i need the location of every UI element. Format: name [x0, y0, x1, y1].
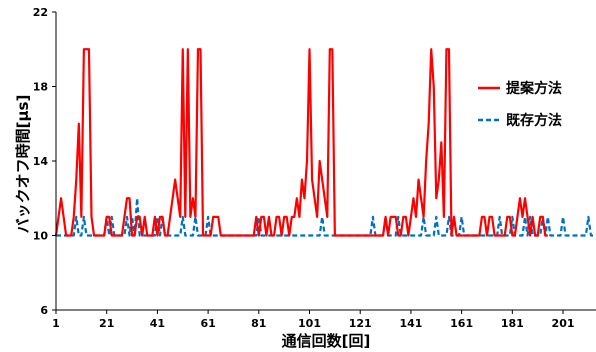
x-tick-label: 101 [298, 317, 321, 330]
legend-label: 既存方法 [506, 112, 562, 129]
x-axis-title: 通信回数[回] [282, 332, 371, 350]
axes-layer [52, 11, 596, 314]
x-tick-label: 201 [552, 317, 575, 330]
y-tick-label: 18 [33, 81, 48, 94]
series-proposed-line [54, 48, 548, 237]
x-tick-label: 181 [501, 317, 524, 330]
x-tick-label: 141 [399, 317, 422, 330]
legend-label: 提案方法 [506, 80, 562, 97]
y-tick-labels: 6 10 14 18 22 [33, 6, 49, 317]
x-tick-label: 21 [99, 317, 114, 330]
y-tick-label: 6 [40, 304, 48, 317]
series-existing-line [56, 197, 596, 237]
x-tick-label: 1 [52, 317, 60, 330]
y-tick-label: 10 [33, 230, 49, 243]
series-layer [54, 48, 596, 237]
x-tick-label: 61 [200, 317, 215, 330]
x-tick-label: 81 [251, 317, 266, 330]
y-tick-label: 14 [33, 155, 49, 168]
x-tick-labels: 1 21 41 61 81 101 121 141 161 181 201 [52, 317, 574, 330]
y-axis-title: バックオフ時間[μs] [14, 95, 32, 234]
y-tick-label: 22 [33, 6, 48, 19]
x-tick-label: 161 [450, 317, 473, 330]
x-tick-label: 121 [349, 317, 372, 330]
x-tick-label: 41 [150, 317, 165, 330]
